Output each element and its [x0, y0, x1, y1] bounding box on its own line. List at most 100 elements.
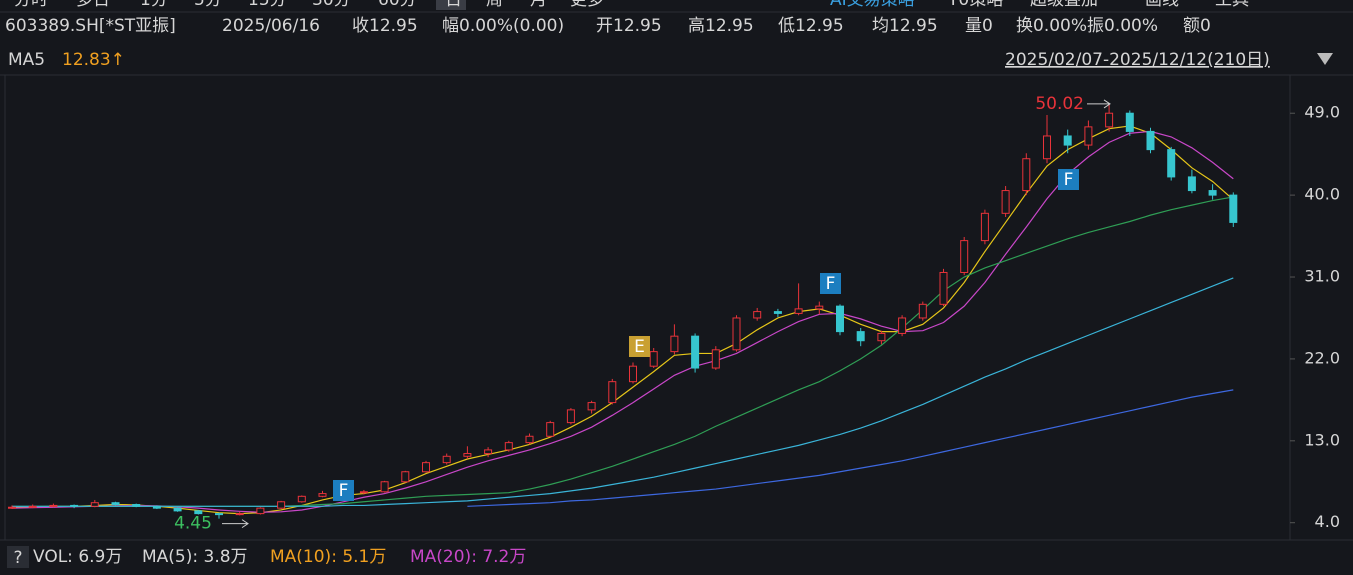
- volume-field: MA(5): 3.8万: [142, 547, 248, 567]
- candle-body: [90, 502, 99, 507]
- high-arrow: [1087, 99, 1111, 109]
- candle-body: [422, 462, 430, 473]
- tab[interactable]: 1分: [140, 0, 168, 10]
- candle-body: [691, 335, 700, 369]
- marker: F: [339, 481, 349, 501]
- tab[interactable]: 60分: [378, 0, 417, 10]
- candle-body: [587, 402, 596, 411]
- candle-body: [256, 507, 265, 515]
- candle-body: [504, 442, 513, 451]
- candle-body: [152, 505, 161, 509]
- candle-body: [215, 513, 223, 516]
- candle-body: [111, 502, 120, 506]
- tab[interactable]: 周: [486, 0, 503, 10]
- toolbar-button[interactable]: T0策略: [947, 0, 1003, 10]
- candle-body: [194, 510, 203, 515]
- candle-body: [484, 449, 493, 455]
- candle-body: [525, 435, 534, 444]
- candle-body: [297, 495, 306, 503]
- marker: F: [1064, 170, 1074, 190]
- candle-body: [753, 311, 762, 319]
- info-field: 收12.95: [352, 16, 418, 36]
- tab[interactable]: 分时: [14, 0, 48, 10]
- signal-markers: F E F F: [333, 169, 1079, 501]
- toolbar-button[interactable]: 超级叠加: [1030, 0, 1098, 10]
- tab[interactable]: 日: [445, 0, 462, 10]
- candle-body: [1105, 112, 1114, 128]
- candle-body: [1001, 190, 1010, 214]
- y-tick-label: 13.0: [1304, 430, 1340, 449]
- candle-body: [608, 381, 617, 404]
- candle-body: [1167, 149, 1176, 178]
- candle-body: [318, 493, 327, 497]
- info-field: 603389.SH[*ST亚振]: [5, 16, 176, 36]
- info-field: 换0.00%: [1016, 16, 1087, 36]
- info-field: 低12.95: [778, 16, 844, 36]
- marker: E: [634, 337, 645, 357]
- info-field: 均12.95: [872, 16, 938, 36]
- help[interactable]: ?: [13, 548, 22, 568]
- y-tick-label: 49.0: [1304, 103, 1340, 122]
- candle-body: [132, 504, 141, 507]
- tab[interactable]: 15分: [248, 0, 287, 10]
- info-field: 额0: [1183, 16, 1211, 36]
- marker-box: [629, 336, 650, 357]
- candle-body: [235, 513, 244, 516]
- toolbar-button[interactable]: 工具: [1215, 0, 1249, 10]
- candle-body: [773, 311, 782, 314]
- candle-body: [1084, 126, 1093, 146]
- candle-body: [629, 365, 637, 383]
- info-field: 量0: [965, 16, 993, 36]
- low-label: 4.45: [174, 514, 212, 534]
- candle-body: [546, 422, 555, 437]
- range-dropdown[interactable]: [1317, 53, 1333, 65]
- y-tick-label: 4.0: [1315, 512, 1340, 531]
- date-range[interactable]: 2025/02/07-2025/12/12(210日): [1005, 50, 1270, 70]
- volume-field: VOL: 6.9万: [33, 547, 122, 567]
- candle-body: [1187, 176, 1196, 192]
- candle-body: [1125, 112, 1134, 132]
- tab[interactable]: 5分: [194, 0, 222, 10]
- y-tick-label: 22.0: [1304, 348, 1340, 367]
- toolbar-button[interactable]: 画线: [1145, 0, 1179, 10]
- candle-body: [649, 351, 658, 367]
- candle-body: [980, 212, 989, 242]
- tab[interactable]: 30分: [312, 0, 351, 10]
- volume-field: MA(20): 7.2万: [410, 547, 526, 567]
- candle-body: [1208, 190, 1217, 196]
- tab[interactable]: 多日: [76, 0, 110, 10]
- candle-body: [277, 501, 286, 509]
- candle-body: [898, 317, 907, 334]
- candle-body: [670, 335, 679, 353]
- toolbar-button[interactable]: AI交易策略: [830, 0, 915, 10]
- info-field: 幅0.00%(0.00): [442, 16, 564, 36]
- candle-body: [359, 491, 368, 494]
- candle-body: [856, 331, 865, 342]
- tab[interactable]: 更多: [570, 0, 604, 10]
- low-arrow: [222, 519, 249, 529]
- candle-body: [836, 305, 844, 333]
- info-field: 振0.00%: [1087, 16, 1158, 36]
- candle-body: [1043, 135, 1051, 160]
- ma-legend-value: 12.83↑: [62, 50, 125, 70]
- marker: F: [826, 274, 836, 294]
- ma-line: [12, 277, 1234, 507]
- info-field: 2025/06/16: [222, 16, 320, 36]
- help-box[interactable]: [7, 546, 29, 568]
- tab[interactable]: 月: [530, 0, 547, 10]
- candle-body: [877, 332, 886, 342]
- candle-body: [566, 409, 575, 424]
- candle-body: [960, 240, 969, 273]
- ma-line: [467, 389, 1234, 507]
- y-tick-label: 31.0: [1304, 267, 1340, 286]
- candle-body: [49, 504, 58, 507]
- candle-body: [8, 506, 16, 509]
- high-label: 50.02: [1035, 94, 1084, 114]
- volume-field: MA(10): 5.1万: [270, 547, 386, 567]
- candle-body: [70, 504, 79, 507]
- candle-body: [28, 505, 37, 508]
- candle-body: [711, 349, 720, 369]
